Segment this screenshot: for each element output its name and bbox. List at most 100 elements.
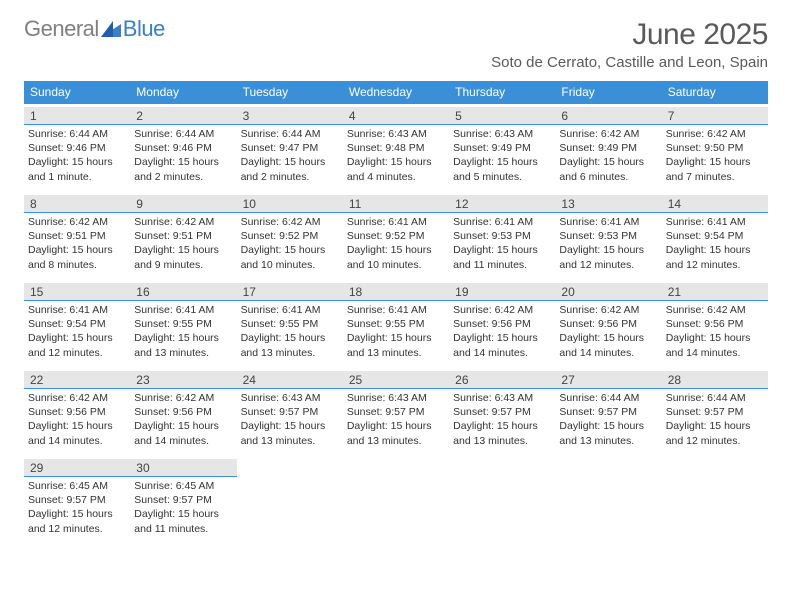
daylight-line-2: and 14 minutes. [666, 346, 764, 360]
sunrise-line: Sunrise: 6:42 AM [453, 303, 551, 317]
sunset-line: Sunset: 9:54 PM [28, 317, 126, 331]
day-number: 18 [343, 283, 449, 301]
sunset-line: Sunset: 9:55 PM [241, 317, 339, 331]
sunset-line: Sunset: 9:56 PM [134, 405, 232, 419]
daylight-line: Daylight: 15 hours [28, 507, 126, 521]
day-number: 1 [24, 107, 130, 125]
day-cell: 12Sunrise: 6:41 AMSunset: 9:53 PMDayligh… [449, 192, 555, 280]
daylight-line: Daylight: 15 hours [134, 331, 232, 345]
weekday-header: Sunday [24, 81, 130, 104]
sunrise-line: Sunrise: 6:42 AM [134, 215, 232, 229]
daylight-line: Daylight: 15 hours [241, 155, 339, 169]
sunset-line: Sunset: 9:56 PM [559, 317, 657, 331]
daylight-line-2: and 13 minutes. [453, 434, 551, 448]
daylight-line-2: and 12 minutes. [666, 258, 764, 272]
day-number: 3 [237, 107, 343, 125]
daylight-line: Daylight: 15 hours [28, 155, 126, 169]
day-number: 28 [662, 371, 768, 389]
sunset-line: Sunset: 9:56 PM [666, 317, 764, 331]
sunset-line: Sunset: 9:57 PM [347, 405, 445, 419]
day-number: 5 [449, 107, 555, 125]
daylight-line: Daylight: 15 hours [241, 331, 339, 345]
daylight-line: Daylight: 15 hours [559, 331, 657, 345]
day-cell: 20Sunrise: 6:42 AMSunset: 9:56 PMDayligh… [555, 280, 661, 368]
sunset-line: Sunset: 9:49 PM [453, 141, 551, 155]
day-cell: 13Sunrise: 6:41 AMSunset: 9:53 PMDayligh… [555, 192, 661, 280]
sunrise-line: Sunrise: 6:43 AM [453, 127, 551, 141]
daylight-line: Daylight: 15 hours [134, 243, 232, 257]
weekday-header: Thursday [449, 81, 555, 104]
sunset-line: Sunset: 9:52 PM [347, 229, 445, 243]
sunset-line: Sunset: 9:46 PM [134, 141, 232, 155]
weekday-header: Tuesday [237, 81, 343, 104]
daylight-line: Daylight: 15 hours [666, 243, 764, 257]
sunset-line: Sunset: 9:57 PM [559, 405, 657, 419]
daylight-line: Daylight: 15 hours [134, 155, 232, 169]
day-cell: 24Sunrise: 6:43 AMSunset: 9:57 PMDayligh… [237, 368, 343, 456]
sunrise-line: Sunrise: 6:44 AM [241, 127, 339, 141]
daylight-line-2: and 13 minutes. [241, 346, 339, 360]
daylight-line-2: and 13 minutes. [241, 434, 339, 448]
day-cell: 6Sunrise: 6:42 AMSunset: 9:49 PMDaylight… [555, 104, 661, 192]
sunrise-line: Sunrise: 6:44 AM [28, 127, 126, 141]
day-cell: 21Sunrise: 6:42 AMSunset: 9:56 PMDayligh… [662, 280, 768, 368]
day-number: 30 [130, 459, 236, 477]
day-cell: 29 Sunrise: 6:45 AMSunset: 9:57 PMDayligh… [24, 456, 130, 544]
daylight-line-2: and 14 minutes. [559, 346, 657, 360]
day-number: 7 [662, 107, 768, 125]
day-number: 26 [449, 371, 555, 389]
day-number: 23 [130, 371, 236, 389]
daylight-line-2: and 2 minutes. [241, 170, 339, 184]
sunset-line: Sunset: 9:51 PM [134, 229, 232, 243]
sunset-line: Sunset: 9:46 PM [28, 141, 126, 155]
sunrise-line: Sunrise: 6:43 AM [347, 391, 445, 405]
day-cell: 1 Sunrise: 6:44 AMSunset: 9:46 PMDaylight… [24, 104, 130, 192]
day-cell: 14Sunrise: 6:41 AMSunset: 9:54 PMDayligh… [662, 192, 768, 280]
day-number: 22 [24, 371, 130, 389]
day-cell: 17Sunrise: 6:41 AMSunset: 9:55 PMDayligh… [237, 280, 343, 368]
daylight-line-2: and 8 minutes. [28, 258, 126, 272]
sunset-line: Sunset: 9:57 PM [28, 493, 126, 507]
sunrise-line: Sunrise: 6:42 AM [28, 215, 126, 229]
daylight-line-2: and 13 minutes. [347, 434, 445, 448]
day-number: 10 [237, 195, 343, 213]
sunrise-line: Sunrise: 6:45 AM [134, 479, 232, 493]
empty-cell [449, 456, 555, 544]
empty-cell [555, 456, 661, 544]
day-cell: 11Sunrise: 6:41 AMSunset: 9:52 PMDayligh… [343, 192, 449, 280]
day-cell: 19Sunrise: 6:42 AMSunset: 9:56 PMDayligh… [449, 280, 555, 368]
daylight-line: Daylight: 15 hours [453, 419, 551, 433]
day-number: 27 [555, 371, 661, 389]
daylight-line: Daylight: 15 hours [559, 243, 657, 257]
daylight-line: Daylight: 15 hours [347, 155, 445, 169]
weekday-header: Saturday [662, 81, 768, 104]
empty-cell [662, 456, 768, 544]
sunrise-line: Sunrise: 6:44 AM [666, 391, 764, 405]
day-number: 20 [555, 283, 661, 301]
day-number: 19 [449, 283, 555, 301]
day-cell: 26Sunrise: 6:43 AMSunset: 9:57 PMDayligh… [449, 368, 555, 456]
daylight-line-2: and 2 minutes. [134, 170, 232, 184]
daylight-line-2: and 14 minutes. [134, 434, 232, 448]
logo: GeneralBlue [24, 18, 165, 41]
daylight-line: Daylight: 15 hours [28, 331, 126, 345]
sunset-line: Sunset: 9:48 PM [347, 141, 445, 155]
daylight-line-2: and 13 minutes. [134, 346, 232, 360]
day-number: 11 [343, 195, 449, 213]
day-cell: 28Sunrise: 6:44 AMSunset: 9:57 PMDayligh… [662, 368, 768, 456]
calendar: SundayMondayTuesdayWednesdayThursdayFrid… [0, 81, 792, 544]
daylight-line-2: and 12 minutes. [559, 258, 657, 272]
daylight-line-2: and 10 minutes. [347, 258, 445, 272]
daylight-line-2: and 9 minutes. [134, 258, 232, 272]
day-cell: 30Sunrise: 6:45 AMSunset: 9:57 PMDayligh… [130, 456, 236, 544]
sunrise-line: Sunrise: 6:45 AM [28, 479, 126, 493]
daylight-line: Daylight: 15 hours [241, 419, 339, 433]
day-cell: 4Sunrise: 6:43 AMSunset: 9:48 PMDaylight… [343, 104, 449, 192]
empty-cell [237, 456, 343, 544]
day-number: 29 [24, 459, 130, 477]
day-number: 13 [555, 195, 661, 213]
sunrise-line: Sunrise: 6:41 AM [134, 303, 232, 317]
daylight-line: Daylight: 15 hours [241, 243, 339, 257]
calendar-grid: 1Sunrise: 6:44 AMSunset: 9:46 PMDaylight… [24, 104, 768, 544]
sunset-line: Sunset: 9:56 PM [28, 405, 126, 419]
